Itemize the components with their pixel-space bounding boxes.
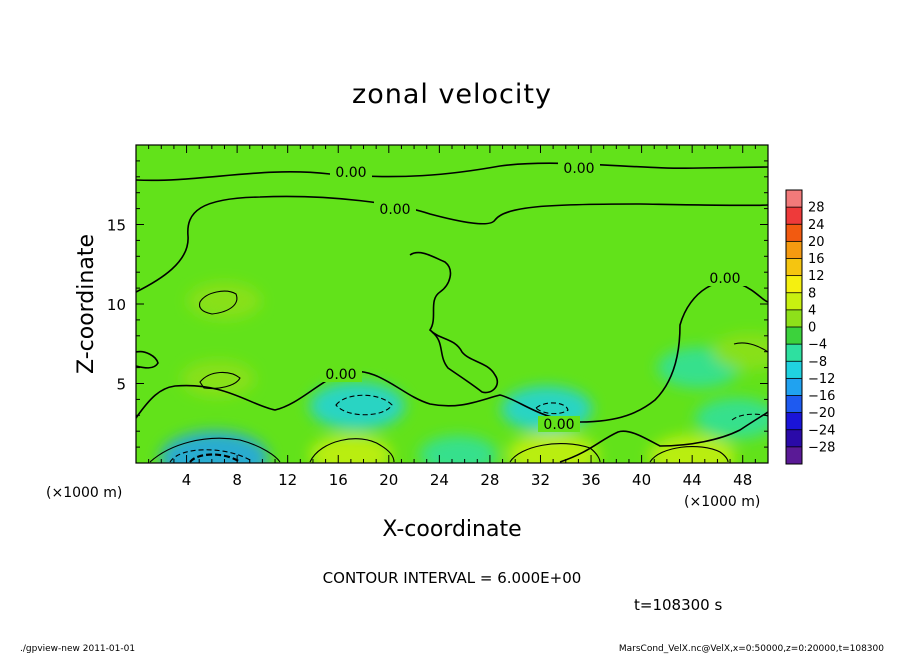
x-tick-label: 8: [232, 471, 242, 489]
contour-labels: 0.00 0.00 0.00 0.00 0.00 0.00: [320, 160, 746, 433]
x-tick-label: 44: [683, 471, 702, 489]
y-tick-label: 10: [107, 296, 126, 314]
colorbar-segment: [786, 344, 802, 362]
contour-label: 0.00: [563, 161, 594, 177]
x-tick-label: 28: [480, 471, 499, 489]
x-tick-label: 12: [278, 471, 297, 489]
velocity-field: [159, 282, 768, 463]
velocity-blob-positive: [181, 360, 255, 398]
x-tick-label: 16: [329, 471, 348, 489]
colorbar-label: −8: [808, 355, 827, 370]
velocity-blob-positive: [187, 282, 262, 320]
contour-negative-bottom-left: [169, 449, 251, 463]
contour-positive-bottom-mid: [309, 438, 395, 463]
colorbar-segment: [786, 309, 802, 328]
colorbar-label: −16: [808, 389, 835, 404]
y-tick-label: 5: [116, 376, 126, 394]
colorbar-label: 12: [808, 269, 825, 284]
colorbar-segment: [786, 190, 802, 208]
plot-area: 0.00 0.00 0.00 0.00 0.00 0.00: [136, 145, 768, 463]
x-tick-label: 32: [531, 471, 550, 489]
contour-label: 0.00: [379, 202, 410, 218]
contour-negative-c: [535, 402, 569, 415]
colorbar-segment: [786, 446, 802, 465]
colorbar: 28 24 20 16 12 8 4 0 −4 −8 −12 −16 −20 −24 −28: [785, 189, 835, 465]
colorbar-segment: [786, 395, 802, 414]
colorbar-segment: [786, 241, 802, 259]
y-axis: 5 10 15: [107, 144, 768, 464]
contour-interval: CONTOUR INTERVAL = 6.000E+00: [323, 569, 582, 587]
time-label: t=108300 s: [634, 596, 722, 614]
colorbar-label: −12: [808, 372, 835, 387]
contour-negative-bottom-left-inner: [189, 453, 241, 463]
colorbar-segment: [786, 275, 802, 294]
footer-left: ./gpview-new 2011-01-01: [20, 644, 135, 654]
colorbar-label: 4: [808, 303, 816, 318]
colorbar-label: −20: [808, 406, 835, 421]
colorbar-label: 28: [808, 201, 825, 216]
velocity-blob-negative: [159, 431, 269, 463]
contour-label: 0.00: [709, 271, 740, 287]
colorbar-segment: [786, 224, 802, 242]
contour-positive-bottom-d: [649, 446, 729, 463]
contour-label: 0.00: [325, 367, 356, 383]
contour-zero-bottom-right: [559, 411, 768, 463]
contour-positive-bottom-c: [509, 443, 601, 463]
colorbar-label: −4: [808, 338, 827, 353]
contour-zero-mid-cluster: [409, 251, 499, 394]
x-tick-label: 40: [632, 471, 651, 489]
colorbar-segment: [786, 207, 802, 225]
contour-positive-b: [199, 371, 241, 390]
y-tick-label: 15: [107, 217, 126, 235]
colorbar-label: −28: [808, 440, 835, 455]
contour-zero-top: [136, 162, 768, 182]
x-tick-label: 24: [430, 471, 449, 489]
x-tick-label: 20: [379, 471, 398, 489]
contour-small-left: [136, 350, 159, 369]
contour-positive-bottom-left: [149, 437, 281, 463]
velocity-blob-positive: [712, 333, 768, 371]
contour-label: 0.00: [543, 417, 574, 433]
velocity-blob-negative: [419, 435, 498, 463]
contour-zero-lower: [136, 280, 768, 423]
colorbar-label: 24: [808, 218, 825, 233]
x-axis-unit: (×1000 m): [684, 494, 760, 510]
x-axis: 4 8 12 16 20 24 28 32 36 40 44 48: [135, 145, 769, 489]
colorbar-label: 20: [808, 235, 825, 250]
x-axis-label: X-coordinate: [382, 517, 521, 542]
velocity-blob-negative: [309, 381, 406, 430]
colorbar-segment: [786, 258, 802, 277]
x-tick-label: 36: [581, 471, 600, 489]
contour-small-d: [733, 342, 768, 353]
colorbar-label: −24: [808, 423, 835, 438]
colorbar-label: 8: [808, 286, 816, 301]
velocity-blob-positive: [309, 434, 393, 463]
colorbar-segment: [786, 378, 802, 396]
colorbar-label: 16: [808, 252, 825, 267]
chart-title: zonal velocity: [352, 79, 552, 110]
colorbar-segment: [786, 361, 802, 379]
colorbar-segment: [786, 429, 802, 448]
contour-positive-a: [198, 290, 238, 315]
contour-zero-upper: [136, 195, 768, 293]
velocity-blob-positive: [648, 434, 736, 463]
velocity-blob-negative: [695, 397, 768, 440]
contour-negative-mid: [335, 394, 393, 416]
colorbar-segment: [786, 292, 802, 311]
contour-label: 0.00: [335, 165, 366, 181]
y-axis-unit: (×1000 m): [46, 485, 122, 501]
colorbar-label: 0: [808, 321, 816, 336]
y-axis-label: Z-coordinate: [74, 234, 99, 374]
colorbar-segment: [786, 412, 802, 431]
colorbar-segment: [786, 327, 802, 345]
x-tick-label: 4: [182, 471, 192, 489]
x-tick-label: 48: [733, 471, 752, 489]
footer-right: MarsCond_VelX.nc@VelX,x=0:50000,z=0:2000…: [619, 644, 884, 654]
